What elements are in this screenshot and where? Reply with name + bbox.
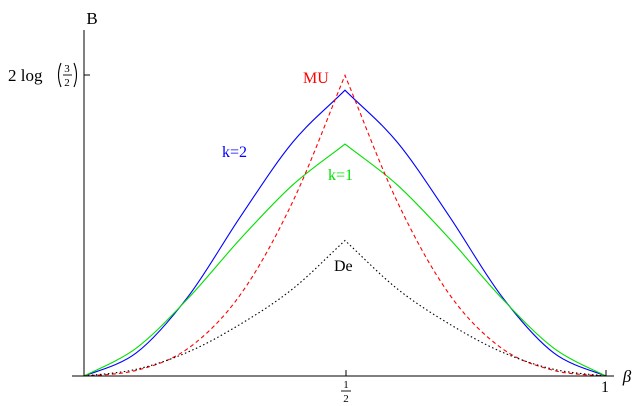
- series-label-de: De: [334, 258, 353, 275]
- y-tick-prefix: 2 log: [8, 66, 43, 85]
- x-axis-label: β: [622, 367, 632, 386]
- y-tick-denominator: 2: [64, 77, 70, 89]
- x-tick-half-denominator: 2: [343, 393, 349, 405]
- x-tick-label-one: 1: [601, 379, 609, 396]
- y-tick-numerator: 3: [64, 63, 70, 75]
- series-label-k2: k=2: [222, 144, 247, 161]
- series-line-mu: [83, 73, 607, 377]
- y-axis-label: B: [86, 9, 97, 28]
- series-label-k1: k=1: [328, 167, 353, 184]
- x-tick-half-numerator: 1: [343, 379, 349, 391]
- y-tick-left-paren: [57, 62, 62, 88]
- plot-curves: [83, 73, 607, 377]
- x-tick-label-half: 1 2: [341, 379, 351, 405]
- series-line-k2: [83, 89, 607, 377]
- y-tick-label-top: 2 log 3 2: [8, 62, 78, 89]
- series-line-de: [83, 239, 607, 377]
- series-label-mu: MU: [303, 70, 329, 87]
- y-tick-right-paren: [73, 62, 78, 88]
- series-line-k1: [83, 143, 607, 377]
